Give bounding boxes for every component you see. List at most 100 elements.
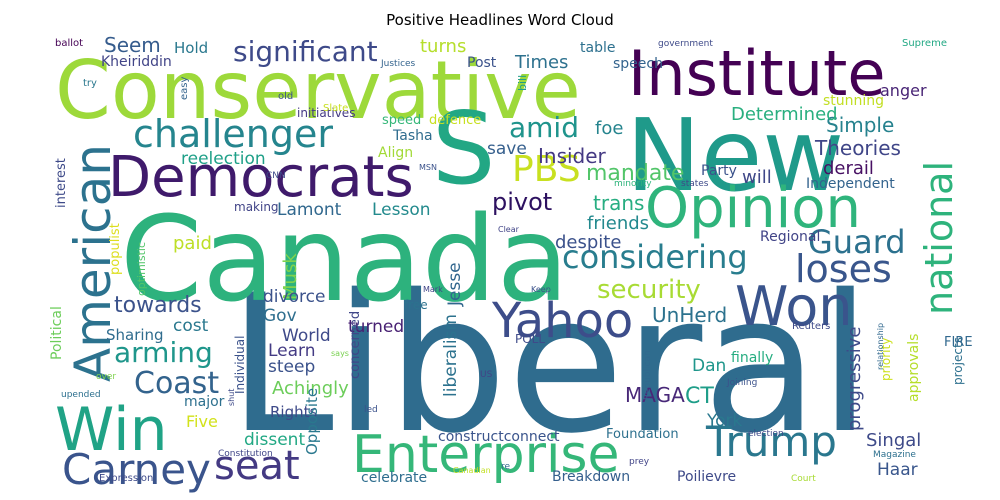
- word-unherd: UnHerd: [652, 303, 727, 327]
- word-easy: easy: [179, 77, 190, 100]
- word-five: Five: [186, 412, 218, 431]
- word-republican: Republican: [643, 350, 653, 400]
- word-trump: Trump: [705, 417, 837, 466]
- word-despite: despite: [555, 232, 621, 253]
- word-enterprise: Enterprise: [352, 425, 620, 485]
- word-justices: Justices: [380, 59, 416, 69]
- word-save: save: [487, 139, 527, 159]
- word-slate: Slate: [323, 103, 348, 114]
- word-clear: Clear: [498, 225, 520, 234]
- word-loses: loses: [795, 247, 892, 291]
- word-us: US: [480, 370, 493, 380]
- word-populist: populist: [108, 223, 123, 275]
- word-political: Political: [49, 306, 65, 360]
- word-fire: FIRE: [944, 335, 973, 350]
- word-progressive: progressive: [844, 327, 865, 431]
- word-table: table: [580, 40, 615, 56]
- word-dan: Dan: [692, 356, 726, 376]
- word-upended: upended: [61, 390, 101, 400]
- word-gov: Gov: [263, 306, 297, 326]
- word-guard: Guard: [808, 223, 906, 261]
- word-paid: paid: [173, 233, 212, 254]
- word-derail: derail: [823, 158, 874, 179]
- word-turns: turns: [420, 36, 466, 57]
- word-coast: Coast: [134, 366, 219, 401]
- word-over: over: [96, 372, 116, 382]
- word-new: New: [626, 97, 844, 214]
- word-poll: POLL: [515, 332, 545, 346]
- word-kheiriddin: Kheiriddin: [101, 54, 172, 70]
- word-reuters: Reuters: [792, 321, 830, 332]
- word-breakdown: Breakdown: [552, 469, 630, 485]
- word-reelection: reelection: [181, 149, 266, 169]
- word-seat: seat: [214, 443, 300, 489]
- word-independent: Independent: [806, 176, 895, 192]
- word-magazine: Magazine: [873, 450, 916, 460]
- word-finally: finally: [731, 350, 773, 366]
- word-security: security: [597, 275, 701, 305]
- word-steep: steep: [268, 357, 315, 377]
- word-celebrate: celebrate: [361, 470, 427, 486]
- word-york: York: [706, 411, 743, 431]
- word-jesse: Jesse: [445, 262, 465, 307]
- word-prey: prey: [629, 457, 650, 467]
- word-constructconnect: constructconnect: [438, 429, 560, 445]
- word-poilievre: Poilievre: [677, 469, 736, 485]
- word-speech: speech: [613, 56, 663, 72]
- word-anger: anger: [880, 81, 927, 100]
- word-ballot: ballot: [55, 38, 83, 49]
- word-relationship: relationship: [876, 323, 885, 370]
- word-pivot: pivot: [492, 188, 552, 216]
- word-bill: bill: [516, 75, 529, 91]
- word-speed: speed: [382, 113, 421, 128]
- word-re: re: [501, 462, 511, 472]
- word-carney: Carney: [62, 445, 211, 494]
- word-canada: Canada: [120, 190, 569, 328]
- word-rights: Rights: [270, 403, 317, 421]
- word-pbs: PBS: [512, 149, 581, 190]
- word-mark: Mark: [423, 285, 443, 294]
- word-initiatives: initiatives: [297, 106, 355, 120]
- word-s: S: [432, 90, 495, 207]
- word-free: free: [404, 298, 428, 312]
- word-optimistic: optimistic: [135, 242, 148, 296]
- word-concerned: concerned: [348, 311, 363, 379]
- word-government: government: [658, 39, 713, 49]
- word-will: will: [742, 167, 772, 188]
- word-post: Post: [467, 55, 497, 71]
- word-foe: foe: [595, 118, 623, 139]
- word-making: making: [234, 200, 279, 214]
- word-divorce: divorce: [263, 287, 325, 307]
- word-dissent: dissent: [244, 430, 305, 450]
- word-american: American: [64, 144, 122, 382]
- word-lamont: Lamont: [277, 200, 342, 220]
- word-arming: arming: [114, 336, 213, 369]
- word-conservative: Conservative: [55, 44, 581, 137]
- word-stunning: stunning: [823, 93, 884, 109]
- word-projects: projects: [951, 337, 965, 385]
- word-minority: minority: [614, 179, 652, 189]
- word-major: major: [184, 394, 225, 410]
- word-world: World: [282, 326, 331, 346]
- word-trans: trans: [593, 191, 644, 215]
- word-supreme: Supreme: [902, 38, 947, 49]
- word-foundation: Foundation: [606, 427, 679, 442]
- word-cost: cost: [173, 316, 209, 336]
- word-mandate: mandate: [586, 161, 684, 186]
- word-win: Win: [55, 395, 168, 465]
- word-keep: Keep: [531, 285, 551, 294]
- word-opposite: Opposite: [303, 388, 321, 455]
- word-institute: Institute: [628, 37, 885, 110]
- word-priority: priority: [879, 338, 893, 381]
- word-led: led: [364, 405, 378, 415]
- word-msn: MSN: [419, 163, 437, 172]
- word-try: try: [83, 78, 97, 89]
- word-seem: Seem: [104, 33, 161, 57]
- word-lesson: Lesson: [372, 200, 431, 220]
- word-states: states: [681, 179, 709, 189]
- word-sharing: Sharing: [106, 326, 164, 344]
- word-theories: Theories: [814, 136, 901, 160]
- word-times: Times: [514, 52, 568, 73]
- word-canadian: Canadian: [453, 466, 491, 475]
